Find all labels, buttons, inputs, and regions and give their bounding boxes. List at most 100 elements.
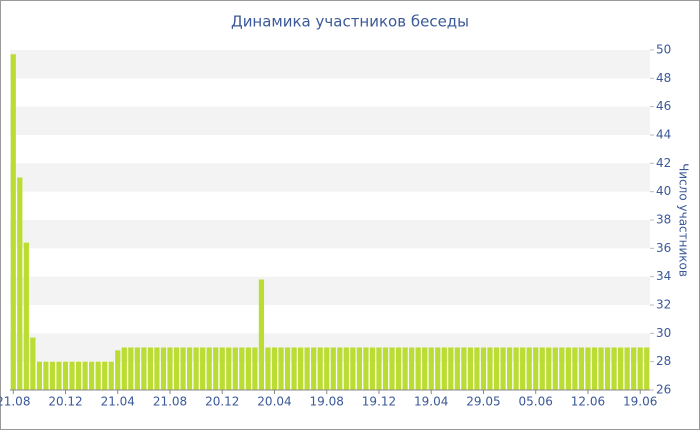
x-tick-label: 29.05 (466, 395, 500, 409)
grid-band (10, 276, 650, 305)
bar (506, 347, 513, 390)
bar (56, 361, 62, 390)
bar (448, 347, 454, 390)
bar (311, 347, 317, 390)
x-tick-label: 21.04 (101, 395, 135, 409)
bar (278, 347, 284, 390)
bar (10, 54, 16, 390)
bar (585, 347, 591, 390)
y-axis-label: Число участников (677, 163, 691, 277)
bar (637, 347, 643, 390)
bar (591, 347, 598, 390)
bar (36, 361, 42, 390)
bar (75, 361, 82, 390)
bar (239, 347, 245, 390)
bar (226, 347, 232, 390)
x-tick-label: 19.12 (362, 395, 396, 409)
bar (500, 347, 506, 390)
y-tick-label: 38 (656, 213, 671, 227)
bar (271, 347, 278, 390)
bar (454, 347, 460, 390)
x-tick-label: 19.06 (623, 395, 657, 409)
bar (167, 347, 173, 390)
bar (356, 347, 362, 390)
bar (382, 347, 389, 390)
bar (474, 347, 480, 390)
bar (533, 347, 539, 390)
bar (435, 347, 441, 390)
bar (409, 347, 415, 390)
bar (23, 242, 29, 390)
grid-band (10, 163, 650, 192)
bar (200, 347, 206, 390)
bar (624, 347, 630, 390)
bar (62, 361, 69, 390)
bar (565, 347, 571, 390)
bar (487, 347, 493, 390)
bar (350, 347, 356, 390)
bar (441, 347, 447, 390)
bar (343, 347, 349, 390)
bar (493, 347, 500, 390)
bar (395, 347, 402, 390)
x-tick-label: 20.04 (257, 395, 291, 409)
bar (369, 347, 376, 390)
bar (526, 347, 532, 390)
bar (206, 347, 212, 390)
bar (82, 361, 88, 390)
bar (415, 347, 421, 390)
bar (108, 361, 114, 390)
bar (618, 347, 624, 390)
bar (324, 347, 330, 390)
x-tick-label: 12.06 (571, 395, 605, 409)
chart-title: Динамика участников беседы (231, 13, 469, 31)
y-tick-label: 28 (656, 354, 671, 368)
bar (128, 347, 134, 390)
bar (291, 347, 297, 390)
bar (376, 347, 382, 390)
bar (552, 347, 558, 390)
bar (141, 347, 147, 390)
bar (337, 347, 343, 390)
bar (213, 347, 219, 390)
bar (102, 361, 108, 390)
x-tick-label: 20.12 (205, 395, 239, 409)
bar (134, 347, 140, 390)
grid-band (10, 220, 650, 249)
bar (252, 347, 258, 390)
bar (284, 347, 291, 390)
y-tick-label: 26 (656, 383, 671, 397)
bar (173, 347, 180, 390)
bar (428, 347, 434, 390)
bar (49, 361, 56, 390)
bar (95, 361, 101, 390)
y-tick-label: 40 (656, 184, 671, 198)
bar (467, 347, 474, 390)
y-tick-label: 50 (656, 43, 671, 57)
y-tick-label: 42 (656, 156, 671, 170)
x-tick-label: 19.08 (310, 395, 344, 409)
bar (559, 347, 565, 390)
bar (121, 347, 127, 390)
bar (422, 347, 428, 390)
bar (598, 347, 604, 390)
bar (154, 347, 160, 390)
bar (115, 350, 121, 390)
bar (160, 347, 167, 390)
bar (631, 347, 637, 390)
bar (232, 347, 238, 390)
bar (520, 347, 526, 390)
y-tick-label: 32 (656, 298, 671, 312)
y-tick-label: 46 (656, 99, 671, 113)
bar (298, 347, 304, 390)
bar (389, 347, 395, 390)
bar (30, 337, 36, 390)
x-tick-label: 21.08 (0, 395, 30, 409)
bar (304, 347, 310, 390)
bar (69, 361, 75, 390)
x-tick-label: 19.04 (414, 395, 448, 409)
y-tick-label: 44 (656, 128, 671, 142)
bar (611, 347, 617, 390)
grid-band (10, 106, 650, 135)
